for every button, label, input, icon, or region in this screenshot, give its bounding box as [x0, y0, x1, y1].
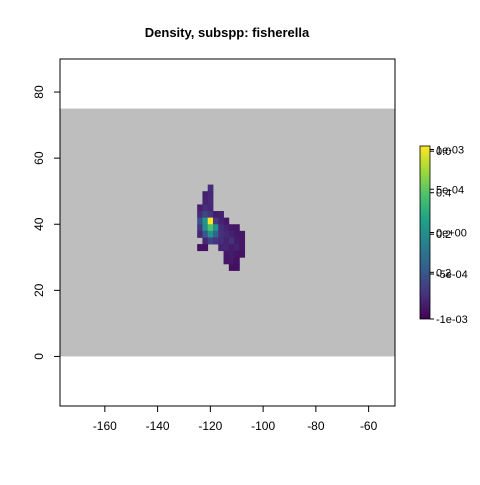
heatmap-cell — [212, 224, 219, 232]
legend-label: 1e-03 — [436, 144, 464, 156]
heatmap-cell — [207, 197, 214, 205]
heatmap-cell — [197, 217, 203, 225]
heatmap-cell — [234, 230, 240, 238]
heatmap-cell — [228, 224, 235, 232]
axes: -160 -140 -120 -100 -80 -60 0 20 40 60 80 — [32, 58, 396, 433]
heatmap-cell — [207, 237, 214, 245]
heatmap-cell — [202, 204, 209, 212]
heatmap-cell — [207, 211, 214, 219]
legend-label: 0.4 — [436, 188, 451, 200]
legend-label: 0.2 — [436, 229, 451, 241]
heatmap-cell — [228, 244, 235, 252]
heatmap-cell — [223, 217, 230, 225]
y-tick-label: 40 — [32, 217, 46, 231]
plot-frame — [59, 58, 396, 407]
heatmap-cell — [197, 230, 203, 238]
heatmap-cell — [207, 230, 214, 238]
heatmap-cell — [218, 217, 224, 225]
heatmap-cell — [212, 217, 219, 225]
heatmap-cell — [228, 263, 235, 271]
x-tick-label: -100 — [251, 419, 275, 433]
heatmap-cell — [207, 217, 214, 225]
heatmap-cell — [234, 224, 240, 232]
heatmap-cell — [202, 224, 209, 232]
heatmap-cell — [218, 230, 224, 238]
heatmap-cell — [223, 230, 230, 238]
heatmap-cell — [239, 237, 246, 245]
heatmap-cell — [218, 224, 224, 232]
chart-title: Density, subspp: fisherella — [145, 25, 310, 40]
heatmap-cell — [218, 237, 224, 245]
heatmap-cell — [234, 237, 240, 245]
y-tick-label: 20 — [32, 283, 46, 297]
heatmap-cell — [228, 230, 235, 238]
color-legend: 1e-030.05e-040.40e+000.2-5e-040.2-1e-03 — [419, 144, 468, 326]
heatmap-cell — [223, 250, 230, 258]
heatmap-cell — [228, 237, 235, 245]
heatmap-cell — [234, 244, 240, 252]
heatmap-cell — [223, 224, 230, 232]
heatmap-cell — [223, 244, 230, 252]
y-tick-label: 60 — [32, 151, 46, 165]
heatmap-cell — [202, 197, 209, 205]
heatmap-cell — [234, 263, 240, 271]
legend-label: -1e-03 — [436, 314, 468, 326]
heatmap-cell — [239, 250, 246, 258]
heatmap-cell — [239, 230, 246, 238]
x-tick-label: -80 — [307, 419, 325, 433]
heatmap-cell — [197, 204, 203, 212]
plot-area — [60, 108, 395, 357]
heatmap-cell — [228, 257, 235, 265]
legend-label: 0e+00 — [436, 228, 467, 240]
legend-label: 5e-04 — [436, 184, 464, 196]
heatmap-cell — [223, 237, 230, 245]
heatmap-cell — [197, 244, 203, 252]
heatmap-cell — [202, 217, 209, 225]
heatmap-cell — [207, 184, 214, 192]
legend-label: -5e-04 — [436, 269, 468, 281]
heatmap-cell — [223, 257, 230, 265]
heatmap-cell — [228, 250, 235, 258]
x-tick-label: -120 — [198, 419, 222, 433]
heatmap-cell — [212, 230, 219, 238]
heatmap-cell — [207, 224, 214, 232]
heatmap-cell — [207, 204, 214, 212]
heatmap-cell — [202, 211, 209, 219]
heatmap-cell — [218, 211, 224, 219]
y-tick-label: 0 — [32, 353, 46, 360]
heatmap-cell — [218, 244, 224, 252]
heatmap-cell — [212, 237, 219, 245]
legend-colorbar — [419, 145, 431, 320]
heatmap-cell — [202, 244, 209, 252]
y-tick-label: 80 — [32, 85, 46, 99]
heatmap-cell — [234, 250, 240, 258]
heatmap-cell — [212, 211, 219, 219]
x-tick-label: -160 — [93, 419, 117, 433]
legend-label: 0.2 — [436, 267, 451, 279]
heatmap-cell — [202, 191, 209, 199]
heatmap-cell — [197, 224, 203, 232]
x-tick-label: -60 — [360, 419, 378, 433]
heatmap-cell — [207, 191, 214, 199]
heatmap-cell — [202, 230, 209, 238]
heatmap-cell — [197, 211, 203, 219]
legend-label: 0.0 — [436, 146, 451, 158]
heatmap-cell — [202, 237, 209, 245]
heatmap-cell — [234, 257, 240, 265]
x-tick-label: -140 — [146, 419, 170, 433]
heatmap-cell — [239, 244, 246, 252]
